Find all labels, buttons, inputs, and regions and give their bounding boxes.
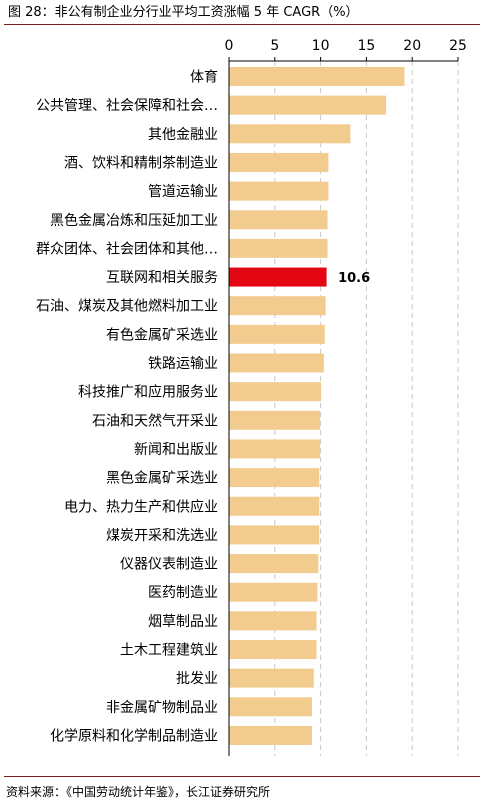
bar [229, 439, 321, 459]
category-label: 化学原料和化学制品制造业 [50, 728, 218, 744]
category-label: 煤炭开采和洗选业 [106, 528, 218, 544]
bar [229, 181, 329, 201]
category-label: 非金属矿物制品业 [106, 700, 218, 716]
bar [229, 95, 387, 115]
x-tick-label: 10 [312, 38, 330, 54]
category-label: 新闻和出版业 [134, 442, 218, 458]
category-label: 其他金融业 [148, 127, 218, 143]
bar [229, 238, 328, 258]
bar [229, 611, 317, 631]
bar [229, 725, 312, 745]
bar [229, 496, 320, 516]
x-tick-label: 20 [403, 38, 421, 54]
category-label: 管道运输业 [148, 184, 218, 200]
bar [229, 267, 327, 287]
category-label: 有色金属矿采选业 [106, 326, 218, 343]
bar [229, 697, 312, 717]
category-label: 黑色金属冶炼和压延加工业 [50, 212, 218, 229]
category-label: 体育 [190, 70, 218, 86]
category-label: 酒、饮料和精制茶制造业 [64, 155, 218, 171]
x-tick-label: 5 [270, 38, 279, 54]
category-label: 医药制造业 [148, 585, 218, 601]
data-label: 10.6 [338, 271, 370, 286]
category-label: 批发业 [176, 671, 218, 687]
category-label: 烟草制品业 [148, 614, 218, 630]
bar [229, 353, 324, 373]
bar [229, 324, 325, 344]
bar [229, 210, 328, 230]
bar [229, 152, 329, 172]
bar [229, 582, 318, 602]
bar [229, 296, 326, 316]
bar [229, 525, 320, 545]
x-tick-label: 25 [449, 38, 467, 54]
category-label: 互联网和相关服务 [106, 270, 218, 286]
category-label: 公共管理、社会保障和社会… [36, 98, 218, 114]
category-label: 黑色金属矿采选业 [106, 470, 218, 487]
category-label: 石油、煤炭及其他燃料加工业 [36, 298, 218, 315]
x-tick-label: 0 [225, 38, 234, 54]
category-label: 铁路运输业 [148, 356, 218, 372]
bar [229, 668, 314, 688]
x-tick-label: 15 [357, 38, 375, 54]
category-label: 科技推广和应用服务业 [78, 384, 218, 401]
bar [229, 468, 320, 488]
bar [229, 554, 319, 574]
source-divider [4, 776, 480, 777]
bar [229, 640, 317, 659]
bar [229, 124, 351, 144]
bar [229, 67, 405, 86]
category-label: 仪器仪表制造业 [120, 557, 218, 573]
chart-title: 图 28：非公有制企业分行业平均工资涨幅 5 年 CAGR（%） [8, 5, 359, 20]
bar [229, 410, 321, 430]
category-label: 石油和天然气开采业 [92, 412, 218, 429]
category-label: 群众团体、社会团体和其他… [36, 241, 218, 257]
source-note: 资料来源：《中国劳动统计年鉴》，长江证券研究所 [6, 785, 271, 799]
bar [229, 382, 322, 402]
category-label: 电力、热力生产和供应业 [64, 498, 218, 515]
category-label: 土木工程建筑业 [120, 643, 218, 659]
title-divider [4, 24, 480, 25]
